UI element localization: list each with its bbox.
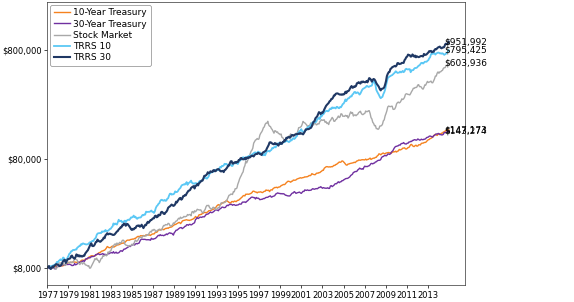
TRRS 10	[404, 68, 410, 71]
Stock Market	[53, 267, 60, 271]
Text: $795,425: $795,425	[444, 46, 487, 55]
Text: $603,936: $603,936	[444, 59, 487, 68]
30-Year Treasury	[445, 130, 452, 133]
Legend: 10-Year Treasury, 30-Year Treasury, Stock Market, TRRS 10, TRRS 30: 10-Year Treasury, 30-Year Treasury, Stoc…	[50, 5, 151, 66]
Stock Market	[242, 164, 249, 168]
TRRS 30	[404, 55, 410, 58]
Stock Market	[404, 92, 410, 96]
10-Year Treasury	[383, 151, 390, 155]
TRRS 30	[445, 40, 452, 43]
30-Year Treasury	[242, 200, 249, 204]
TRRS 10	[445, 48, 452, 52]
TRRS 30	[44, 266, 51, 269]
TRRS 30	[47, 267, 54, 271]
TRRS 10	[44, 266, 51, 269]
30-Year Treasury	[404, 141, 410, 145]
Stock Market	[44, 266, 51, 269]
Line: 10-Year Treasury: 10-Year Treasury	[47, 130, 449, 268]
TRRS 30	[383, 74, 390, 78]
TRRS 10	[255, 152, 262, 155]
Stock Market	[221, 201, 228, 204]
TRRS 10	[242, 156, 249, 159]
TRRS 30	[255, 151, 262, 155]
10-Year Treasury	[444, 128, 451, 131]
30-Year Treasury	[44, 266, 51, 269]
30-Year Treasury	[52, 267, 59, 271]
Stock Market	[255, 137, 262, 141]
TRRS 30	[242, 156, 249, 160]
Text: $143,274: $143,274	[444, 127, 487, 136]
30-Year Treasury	[383, 154, 390, 157]
Stock Market	[249, 148, 255, 152]
Stock Market	[445, 61, 452, 65]
10-Year Treasury	[242, 194, 249, 198]
10-Year Treasury	[445, 128, 452, 132]
TRRS 10	[249, 153, 255, 156]
Line: Stock Market: Stock Market	[47, 63, 449, 269]
30-Year Treasury	[255, 197, 262, 201]
10-Year Treasury	[404, 147, 410, 150]
TRRS 10	[383, 80, 390, 84]
10-Year Treasury	[44, 266, 51, 269]
TRRS 10	[221, 162, 228, 165]
TRRS 30	[221, 168, 228, 172]
10-Year Treasury	[48, 267, 55, 270]
Line: TRRS 30: TRRS 30	[47, 42, 449, 269]
Stock Market	[383, 109, 390, 113]
Text: $147,173: $147,173	[444, 125, 487, 134]
30-Year Treasury	[221, 206, 228, 209]
Text: $951,992: $951,992	[444, 37, 487, 46]
TRRS 30	[249, 154, 255, 158]
Line: TRRS 10: TRRS 10	[47, 50, 449, 268]
30-Year Treasury	[249, 195, 255, 199]
10-Year Treasury	[221, 200, 228, 204]
Line: 30-Year Treasury: 30-Year Treasury	[47, 131, 449, 269]
10-Year Treasury	[255, 190, 262, 194]
10-Year Treasury	[249, 191, 255, 194]
TRRS 10	[45, 266, 52, 269]
